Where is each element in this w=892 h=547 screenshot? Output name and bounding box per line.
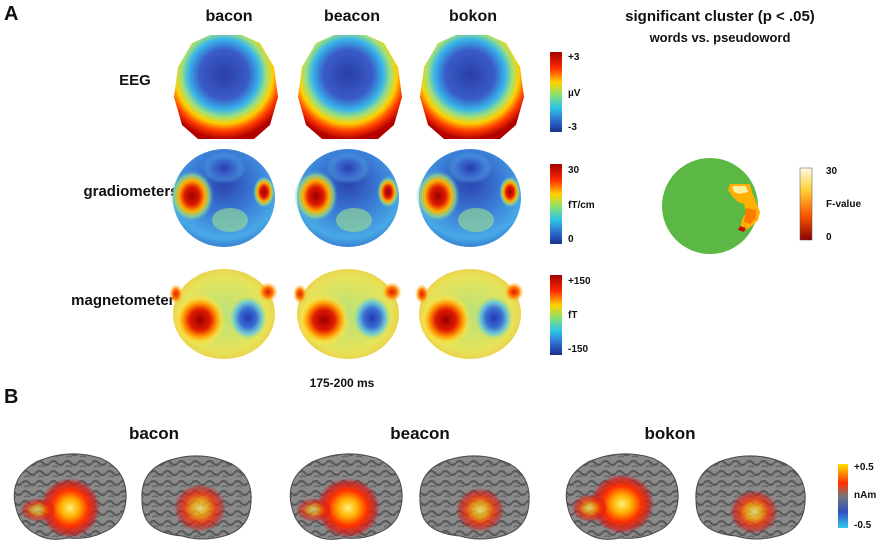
- gradiometer-colorbar-unit: fT/cm: [568, 200, 595, 211]
- eeg-colorbar-max: +3: [568, 52, 580, 63]
- nam-colorbar: [838, 464, 848, 528]
- nam-colorbar-unit: nAm: [854, 490, 877, 501]
- magnetometer-colorbar-max: +150: [568, 276, 591, 287]
- magnetometer-topomap-beacon: [293, 269, 402, 359]
- row-label-magnetometers: magnetometers: [71, 292, 183, 309]
- source-title-bacon: bacon: [128, 424, 180, 443]
- gradiometer-colorbar: [550, 164, 562, 244]
- nam-colorbar-max: +0.5: [854, 462, 874, 473]
- brain-right-bokon: [695, 455, 806, 540]
- column-title-bokon: bokon: [449, 8, 497, 25]
- significant-cluster-topomap: [662, 158, 760, 254]
- panel-a-letter: A: [4, 3, 19, 25]
- magnetometer-colorbar-unit: fT: [568, 310, 578, 321]
- brain-left-bacon: [13, 453, 127, 540]
- eeg-colorbar: [550, 52, 562, 132]
- gradiometer-colorbar-min: 0: [568, 234, 574, 245]
- brain-left-bokon: [565, 453, 679, 540]
- eeg-topomap-beacon: [298, 35, 402, 139]
- brain-right-beacon: [419, 455, 530, 540]
- magnetometer-topomap-bacon: [169, 269, 278, 359]
- magnetometer-topomap-bokon: [415, 269, 524, 359]
- gradiometer-topomap-beacon: [294, 149, 399, 247]
- significance-subtitle: words vs. pseudoword: [649, 30, 791, 45]
- row-label-eeg: EEG: [119, 72, 151, 89]
- source-title-bokon: bokon: [644, 424, 696, 443]
- nam-colorbar-min: -0.5: [854, 520, 872, 531]
- column-title-bacon: bacon: [205, 8, 253, 25]
- brain-right-bacon: [141, 455, 252, 540]
- f-value-colorbar-max: 30: [826, 166, 838, 177]
- time-window-label: 175-200 ms: [309, 376, 375, 390]
- eeg-colorbar-unit: µV: [568, 88, 581, 99]
- gradiometer-colorbar-max: 30: [568, 165, 580, 176]
- f-value-colorbar-min: 0: [826, 232, 832, 243]
- eeg-topomap-bacon: [174, 35, 278, 139]
- gradiometer-topomap-bokon: [416, 149, 521, 247]
- significance-title: significant cluster (p < .05): [625, 8, 815, 25]
- magnetometer-colorbar-min: -150: [568, 344, 589, 355]
- magnetometer-colorbar: [550, 275, 562, 355]
- eeg-colorbar-min: -3: [568, 122, 577, 133]
- source-title-beacon: beacon: [390, 424, 450, 443]
- panel-b-letter: B: [4, 386, 19, 408]
- f-value-colorbar-label: F-value: [826, 199, 862, 210]
- gradiometer-topomap-bacon: [170, 149, 275, 247]
- brain-left-beacon: [289, 453, 403, 540]
- eeg-topomap-bokon: [420, 35, 524, 139]
- column-title-beacon: beacon: [323, 8, 380, 25]
- row-label-gradiometers: gradiometers: [83, 183, 179, 200]
- f-value-colorbar: [799, 167, 813, 241]
